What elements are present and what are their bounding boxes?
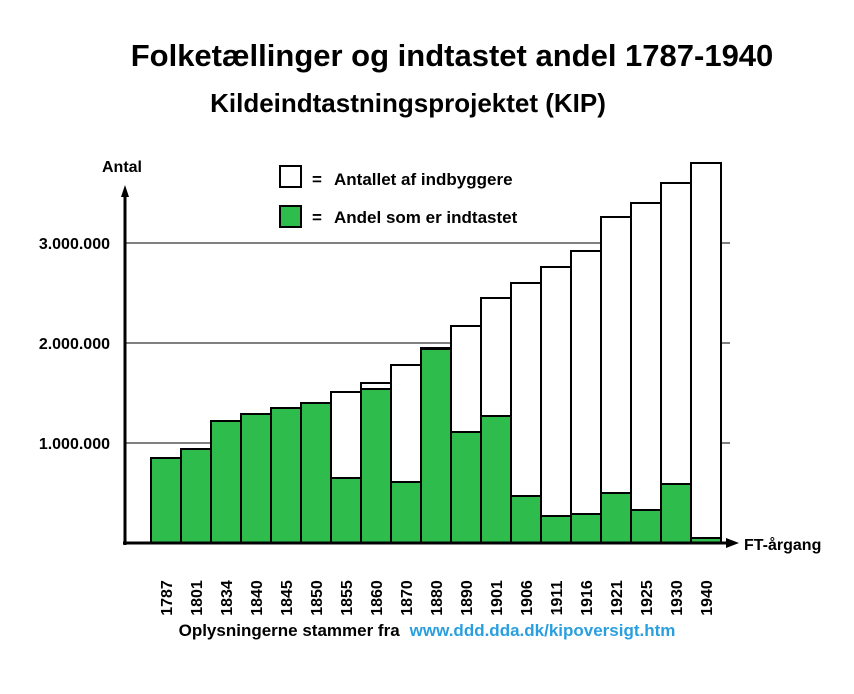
tick-labels: 1.000.000 2.000.000 3.000.000 1787 1801 1834 1… — [39, 236, 716, 615]
bar-entered — [300, 402, 332, 544]
x-tick-label: 1940 — [699, 580, 716, 615]
bar-entered — [390, 481, 422, 544]
bar-entered — [450, 431, 482, 544]
x-tick-label: 1925 — [639, 580, 656, 615]
y-tick-label: 2.000.000 — [39, 336, 110, 353]
x-axis-label: FT-årgang — [744, 536, 821, 554]
x-tick-label: 1787 — [159, 580, 176, 615]
legend: Antallet af indbyggere = Andel som er in… — [279, 165, 518, 228]
bar-entered — [210, 420, 242, 544]
bar-population — [690, 162, 722, 544]
legend-swatch-entered — [279, 205, 302, 228]
bar-entered — [540, 515, 572, 544]
x-tick-label: 1911 — [549, 581, 566, 615]
x-tick-label: 1901 — [489, 580, 506, 615]
y-tick-label: 1.000.000 — [39, 436, 110, 453]
x-tick-label: 1860 — [369, 580, 386, 615]
x-tick-label: 1840 — [249, 580, 266, 615]
x-tick-label: 1855 — [339, 580, 356, 615]
x-axis-arrow — [726, 538, 739, 548]
y-axis-arrow — [121, 185, 129, 197]
x-tick-label: 1870 — [399, 580, 416, 615]
legend-eq-population: = — [312, 170, 322, 189]
bar-chart: 1.000.000 2.000.000 3.000.000 1787 1801 1834 1… — [39, 159, 822, 615]
bar-entered — [600, 492, 632, 544]
bar-entered — [360, 388, 392, 544]
x-tick-label: 1845 — [279, 580, 296, 615]
chart-title: Folketællinger og indtastet andel 1787-1… — [130, 38, 774, 73]
source-link[interactable]: www.ddd.dda.dk/kipoversigt.htm — [409, 621, 676, 640]
x-tick-label: 1890 — [459, 580, 476, 615]
bar-entered — [660, 483, 692, 544]
axes — [121, 185, 739, 548]
x-tick-label: 1921 — [609, 580, 626, 615]
legend-label-population: Antallet af indbyggere — [334, 170, 513, 189]
source-text: Oplysningerne stammer fra — [178, 621, 400, 640]
bar-entered — [510, 495, 542, 544]
bar-entered — [480, 415, 512, 544]
bar-entered — [240, 413, 272, 544]
x-tick-label: 1880 — [429, 580, 446, 615]
bar-entered — [420, 348, 452, 544]
y-tick-label: 3.000.000 — [39, 236, 110, 253]
bar-population — [630, 202, 662, 544]
legend-label-entered: Andel som er indtastet — [334, 208, 518, 227]
bar-entered — [570, 513, 602, 544]
legend-swatch-population — [279, 165, 302, 188]
bar-entered — [150, 457, 182, 544]
y-axis-label: Antal — [102, 159, 142, 176]
x-tick-label: 1930 — [669, 580, 686, 615]
chart-subtitle: Kildeindtastningsprojektet (KIP) — [210, 88, 606, 118]
bar-entered — [330, 477, 362, 544]
x-tick-label: 1916 — [579, 580, 596, 615]
x-tick-label: 1801 — [189, 580, 206, 615]
bar-population — [540, 266, 572, 544]
x-tick-label: 1906 — [519, 580, 536, 615]
bar-entered — [630, 509, 662, 544]
x-tick-label: 1850 — [309, 580, 326, 615]
bar-population — [570, 250, 602, 544]
source-footer: Oplysningerne stammer fra www.ddd.dda.dk/… — [0, 621, 854, 641]
legend-eq-entered: = — [312, 208, 322, 227]
bars — [150, 162, 722, 544]
bar-entered — [180, 448, 212, 544]
x-tick-label: 1834 — [219, 580, 236, 615]
bar-entered — [270, 407, 302, 544]
